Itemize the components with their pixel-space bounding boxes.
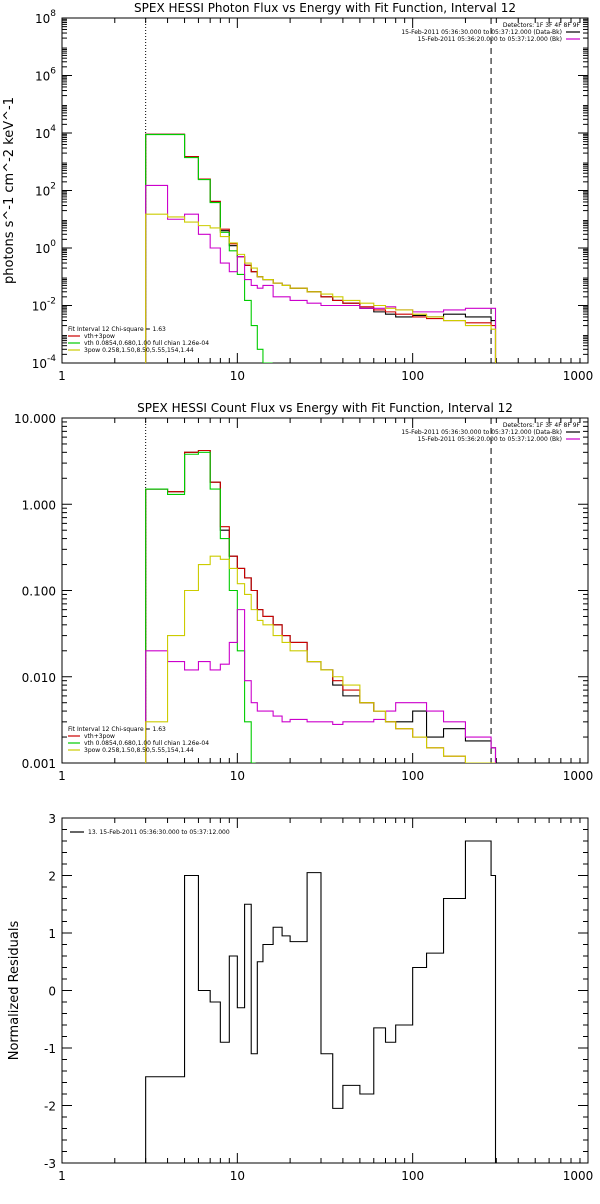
legend-entry: vth 0.0854,0.680,1.00 full chian 1.26e-0… [84,740,209,747]
y-tick-label: 10.000 [14,412,56,426]
y-tick-label: 106 [35,67,56,84]
y-tick-label: 0.001 [22,757,56,771]
y-tick-label: 10-4 [32,354,57,371]
legend-entry: 13. 15-Feb-2011 05:36:30.000 to 05:37:12… [88,829,230,836]
series-line-1 [145,840,497,1163]
y-tick-label: -2 [44,1100,56,1114]
x-tick-label: 1 [58,369,66,383]
x-tick-label: 100 [401,1169,424,1183]
detectors-label: Detectors: 1F 3F 4F 8F 9F [503,422,581,429]
y-tick-label: 1 [48,927,56,941]
chart-panel-3: 1 10 100 1000 -3 -2 -1 0 1 2 3 Normalized Residuals… [7,812,593,1183]
y-tick-label: 108 [35,9,56,26]
y-tick-label: 0.010 [22,671,56,685]
x-tick-label: 1 [58,769,66,783]
x-tick-label: 1 [58,1169,66,1183]
y-tick-label: 102 [35,182,56,199]
y-tick-label: 3 [48,812,56,826]
y-tick-label: -1 [44,1042,56,1056]
y-tick-label: 10-2 [32,297,56,314]
time-interval-label: 15-Feb-2011 05:36:20.000 to 05:37:12.000… [418,36,562,43]
legend-entry: vth 0.0854,0.680,1.00 full chian 1.26e-0… [84,340,209,347]
x-tick-label: 10 [230,769,245,783]
legend-entry: 3pow 0.258,1.50,8.50,5.55,154,1.44 [84,347,194,354]
chart-panel-2: SPEX HESSI Count Flux vs Energy with Fit… [14,401,593,783]
time-interval-label: 15-Feb-2011 05:36:30.000 to 05:37:12.000… [401,29,562,36]
chart-panel-1: SPEX HESSI Photon Flux vs Energy with Fi… [2,1,593,383]
x-tick-label: 100 [401,369,424,383]
series-line-4 [145,609,497,763]
y-tick-label: 0.100 [22,585,56,599]
series-line-3 [145,451,256,763]
legend-entry: vth+3pow [84,733,115,740]
detectors-label: Detectors: 1F 3F 4F 8F 9F [503,22,581,29]
series-line-5 [145,555,496,763]
legend-entry: 3pow 0.258,1.50,8.50,5.55,154,1.44 [84,747,194,754]
plot-frame [61,17,589,364]
legend-entry: Fit Interval 12 Chi-square = 1.63 [68,326,166,333]
legend-entry: vth+3pow [84,333,115,340]
x-tick-label: 1000 [563,369,594,383]
y-tick-label: 2 [48,870,56,884]
y-tick-label: 104 [35,124,56,141]
series-line-4 [145,184,497,363]
series-line-3 [145,134,273,363]
x-tick-label: 100 [401,769,424,783]
y-axis-label: Normalized Residuals [7,921,22,1061]
x-tick-label: 10 [230,1169,245,1183]
legend-entry: Fit Interval 12 Chi-square = 1.63 [68,726,166,733]
plot-frame [61,817,589,1164]
x-tick-label: 1000 [563,1169,594,1183]
time-interval-label: 15-Feb-2011 05:36:20.000 to 05:37:12.000… [418,436,562,443]
y-tick-label: -3 [44,1157,56,1171]
x-tick-label: 10 [230,369,245,383]
y-tick-label: 1.000 [22,498,56,512]
time-interval-label: 15-Feb-2011 05:36:30.000 to 05:37:12.000… [401,429,562,436]
x-tick-label: 1000 [563,769,594,783]
y-tick-label: 100 [35,239,56,256]
chart-title: SPEX HESSI Count Flux vs Energy with Fit… [137,401,513,415]
y-tick-label: 0 [48,985,56,999]
y-axis-label: photons s^-1 cm^-2 keV^-1 [2,97,17,284]
chart-title: SPEX HESSI Photon Flux vs Energy with Fi… [134,1,516,15]
series-line-5 [145,213,497,363]
plot-frame [61,417,589,764]
